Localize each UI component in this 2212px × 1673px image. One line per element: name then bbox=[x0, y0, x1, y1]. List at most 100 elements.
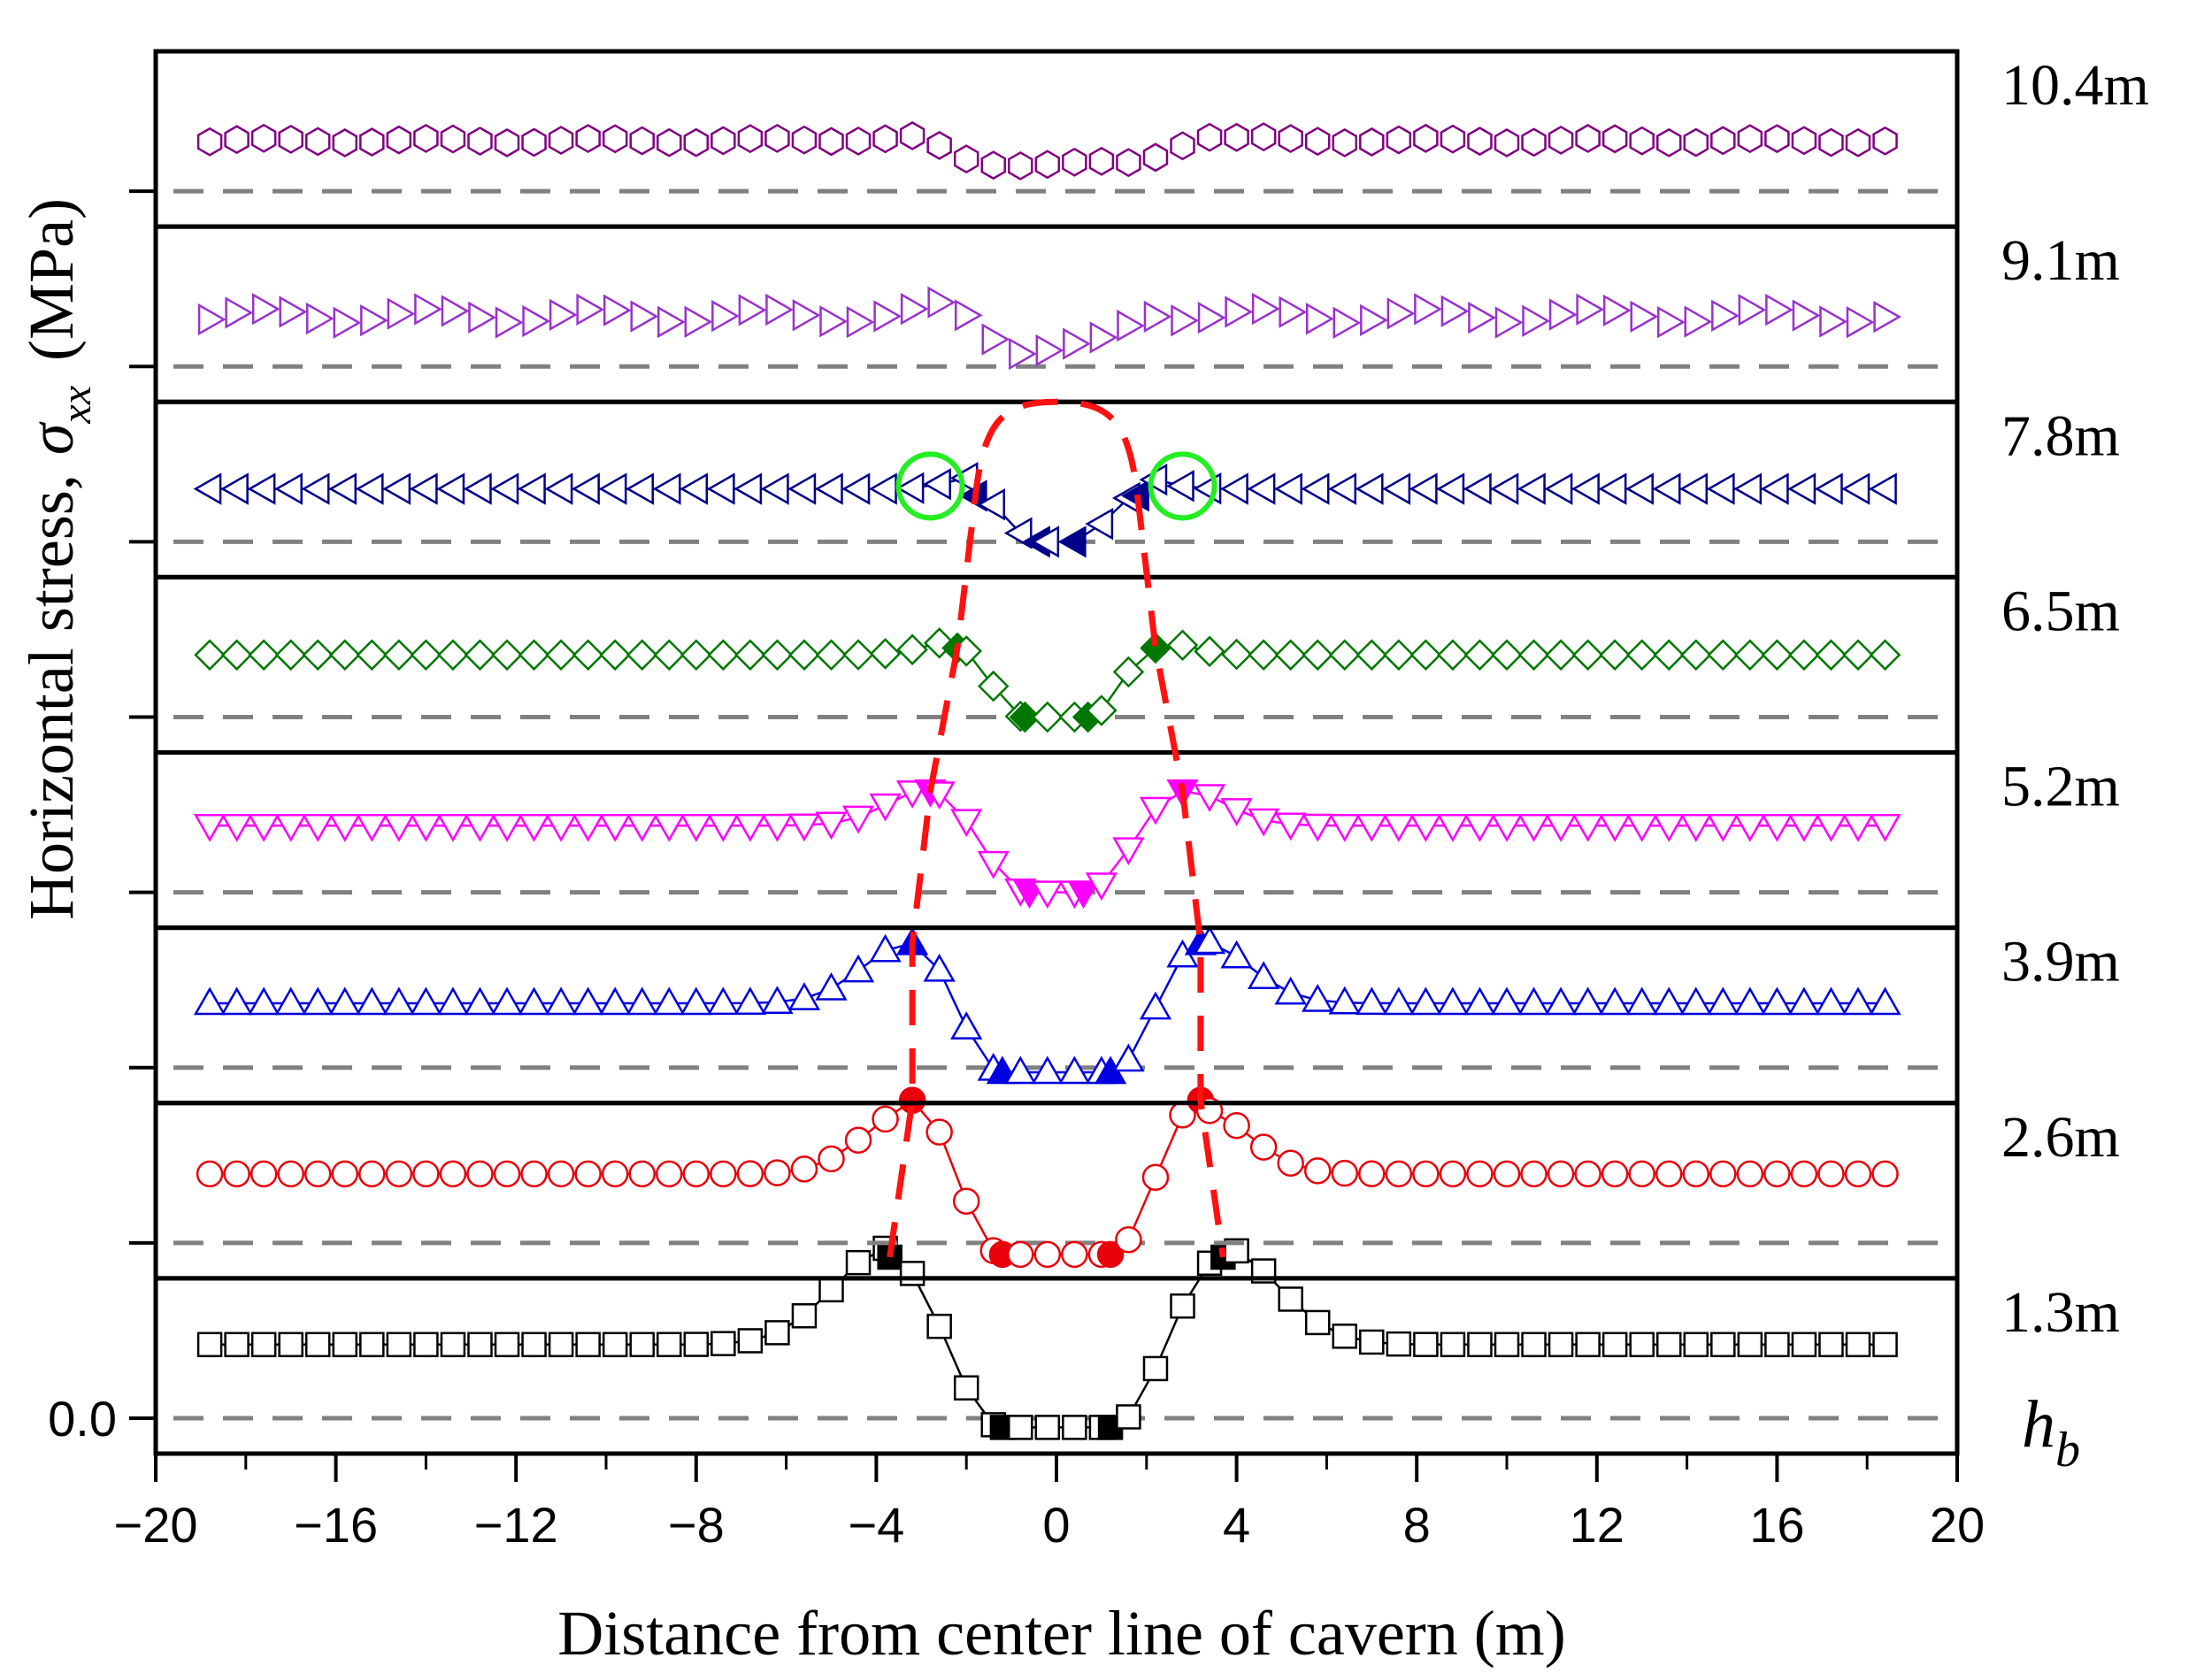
data-point bbox=[1304, 127, 1331, 157]
data-point bbox=[1062, 147, 1087, 177]
data-point bbox=[710, 1331, 736, 1356]
data-point bbox=[896, 633, 928, 666]
data-point bbox=[1628, 1160, 1655, 1188]
data-point bbox=[1653, 986, 1686, 1016]
data-point bbox=[1142, 142, 1169, 173]
data-point bbox=[1599, 986, 1632, 1016]
data-point bbox=[1494, 127, 1520, 157]
data-point bbox=[1818, 127, 1844, 157]
panel-label-3.9m: 3.9m bbox=[2001, 930, 2120, 994]
data-point bbox=[1545, 639, 1577, 672]
data-point bbox=[1089, 321, 1118, 354]
baseline-label-b: b bbox=[2055, 1423, 2080, 1477]
data-point bbox=[815, 811, 848, 840]
x-tick-label: −20 bbox=[114, 1497, 198, 1553]
data-point bbox=[814, 472, 843, 505]
data-point bbox=[1548, 125, 1574, 155]
data-point bbox=[1548, 298, 1578, 331]
data-point bbox=[683, 1331, 710, 1357]
data-point bbox=[628, 1160, 656, 1188]
data-point bbox=[657, 1331, 682, 1358]
data-point bbox=[521, 127, 547, 157]
data-point bbox=[1197, 301, 1226, 334]
data-point bbox=[1058, 1055, 1091, 1085]
data-point bbox=[1629, 126, 1655, 156]
data-point bbox=[1305, 303, 1334, 335]
data-point bbox=[923, 953, 956, 982]
data-point bbox=[385, 1160, 413, 1188]
data-point bbox=[1520, 1160, 1548, 1188]
data-point bbox=[1085, 508, 1114, 541]
data-point bbox=[1067, 880, 1100, 909]
data-point bbox=[1439, 1160, 1467, 1188]
data-point bbox=[1166, 629, 1199, 661]
data-point bbox=[1031, 880, 1064, 909]
data-point bbox=[1009, 701, 1041, 733]
data-point bbox=[1140, 632, 1171, 664]
data-point bbox=[1467, 1331, 1493, 1358]
series-line-5.2m bbox=[210, 789, 1886, 894]
data-point bbox=[1409, 472, 1438, 505]
data-point bbox=[1008, 1415, 1033, 1440]
data-point bbox=[1571, 639, 1604, 672]
data-point bbox=[545, 639, 577, 672]
data-point bbox=[841, 472, 871, 505]
data-point bbox=[952, 1187, 980, 1215]
data-point bbox=[707, 986, 740, 1016]
data-point bbox=[657, 127, 682, 157]
data-point bbox=[1819, 305, 1847, 338]
data-point bbox=[815, 639, 848, 672]
data-point bbox=[1684, 305, 1713, 338]
data-point bbox=[1382, 472, 1411, 505]
data-point bbox=[818, 1277, 844, 1303]
data-point bbox=[220, 639, 253, 672]
data-point bbox=[761, 639, 794, 672]
data-point bbox=[1385, 1160, 1413, 1188]
data-point bbox=[305, 302, 334, 335]
baseline-label-h: h bbox=[2022, 1387, 2055, 1462]
data-point bbox=[1764, 124, 1790, 154]
x-tick-label: −12 bbox=[474, 1497, 558, 1553]
data-point bbox=[684, 305, 713, 338]
data-point bbox=[602, 1331, 628, 1358]
data-point bbox=[1679, 472, 1709, 505]
data-point bbox=[1841, 472, 1870, 505]
data-point bbox=[1737, 124, 1763, 154]
data-point bbox=[572, 986, 604, 1016]
data-point bbox=[1815, 639, 1847, 672]
data-point bbox=[1765, 294, 1793, 326]
data-point bbox=[1463, 472, 1492, 505]
data-point bbox=[355, 472, 384, 505]
data-point bbox=[1274, 472, 1302, 505]
data-point bbox=[844, 1126, 872, 1154]
data-point bbox=[734, 639, 766, 672]
data-point bbox=[599, 986, 632, 1016]
highlight-circle bbox=[895, 451, 965, 521]
data-point bbox=[819, 305, 849, 338]
data-point bbox=[409, 472, 438, 505]
data-point bbox=[926, 130, 952, 160]
data-point bbox=[1791, 126, 1817, 156]
data-point bbox=[1463, 639, 1496, 672]
data-point bbox=[224, 1331, 250, 1358]
data-point bbox=[491, 639, 523, 672]
data-point bbox=[1278, 124, 1303, 154]
data-point bbox=[1680, 639, 1712, 672]
data-point bbox=[359, 1331, 385, 1358]
data-point bbox=[250, 1160, 278, 1188]
data-point bbox=[302, 986, 334, 1016]
data-point bbox=[764, 1159, 791, 1186]
data-point bbox=[981, 323, 1010, 356]
data-point bbox=[1008, 151, 1033, 180]
data-point bbox=[1842, 639, 1874, 672]
data-point bbox=[1360, 303, 1388, 337]
data-point bbox=[1358, 1160, 1386, 1188]
data-point bbox=[1220, 798, 1253, 826]
data-point bbox=[710, 126, 736, 156]
data-point bbox=[468, 301, 496, 334]
data-point bbox=[328, 813, 361, 842]
data-point bbox=[463, 472, 492, 505]
panel-1.3m: 1.3m bbox=[153, 1235, 2120, 1456]
data-point bbox=[1737, 1331, 1763, 1358]
data-point bbox=[437, 639, 469, 672]
